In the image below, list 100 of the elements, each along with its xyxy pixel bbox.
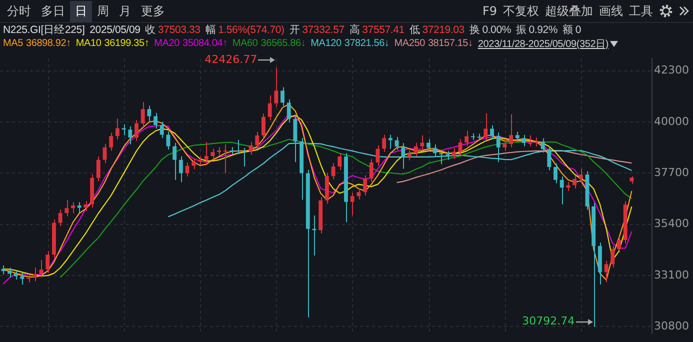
candlestick [140, 101, 145, 128]
candlestick [293, 115, 298, 163]
candlestick [439, 149, 444, 165]
candlestick [204, 142, 208, 164]
candlestick [331, 162, 336, 180]
candlestick [166, 130, 170, 150]
candlestick [160, 121, 164, 139]
text: 周 [96, 2, 110, 20]
candlestick [115, 118, 120, 140]
candlestick [464, 130, 469, 146]
candlestick [223, 144, 228, 174]
text: MA60 36565.86↓ [232, 38, 306, 49]
y-tick-label: 40000 [654, 114, 689, 128]
candlestick [547, 145, 552, 171]
text: 多日 [40, 2, 66, 20]
text: 月 [118, 2, 132, 20]
y-tick-label: 37700 [654, 166, 689, 180]
candlestick [502, 140, 507, 152]
text: 收 [145, 22, 156, 36]
text: 幅 [205, 22, 216, 36]
text: 开 [289, 22, 300, 36]
candlestick [122, 124, 126, 136]
text: MA20 35084.04↑ [154, 38, 228, 49]
candlestick [604, 260, 608, 283]
candlestick [388, 134, 392, 150]
candlestick [210, 148, 215, 160]
candlestick [369, 158, 374, 182]
candlestick [338, 152, 342, 170]
text: 更多 [140, 2, 166, 20]
text: 超级叠加 [545, 2, 593, 20]
candlestick [554, 163, 558, 184]
annotation: 30792.74 [522, 314, 575, 328]
candlestick [20, 272, 24, 285]
text: 37503.33 [158, 24, 200, 36]
candlestick [560, 176, 564, 205]
candlestick [77, 202, 82, 214]
candlestick [356, 188, 361, 200]
candlestick [572, 175, 577, 190]
candlestick [528, 134, 532, 147]
candlestick [420, 134, 424, 150]
candlestick [274, 68, 278, 108]
candlestick [71, 202, 75, 214]
text: 0.00% [482, 24, 511, 36]
text: 高 [349, 22, 360, 36]
y-tick-label: 30800 [654, 320, 689, 333]
text: 低 [409, 22, 420, 36]
candlestick [8, 267, 12, 278]
text: 2023/11/28-2025/05/09(352日) [478, 38, 608, 50]
candlestick [64, 199, 69, 217]
candlestick [408, 149, 412, 161]
candlestick [96, 156, 100, 182]
candlestick [185, 162, 190, 178]
candlestick [566, 181, 570, 192]
candlestick [540, 138, 545, 153]
candlestick [46, 250, 50, 274]
text: MA250 38157.15↓ [394, 38, 473, 49]
candlestick [109, 132, 114, 152]
candlestick [172, 142, 177, 180]
candlestick [178, 156, 183, 183]
candlestick [286, 98, 291, 123]
candlestick [610, 245, 615, 268]
text: 37219.03 [422, 24, 464, 36]
candlestick [134, 120, 138, 142]
candlestick [509, 114, 514, 148]
candlestick [32, 267, 37, 282]
candlestick [255, 132, 260, 150]
candlestick [236, 139, 240, 155]
candlestick [84, 200, 88, 212]
candlestick [268, 94, 272, 121]
y-tick-label: 42300 [654, 64, 689, 77]
text: 2025/05/09 [90, 24, 140, 36]
candlestick [39, 259, 44, 278]
text: 37332.57 [302, 24, 344, 36]
candlestick [484, 112, 488, 141]
candlestick [350, 192, 354, 216]
candlestick [401, 142, 406, 170]
candlestick [490, 124, 494, 140]
candlestick [58, 209, 62, 227]
candlestick [262, 113, 266, 140]
candlestick [426, 138, 430, 152]
candlestick [394, 136, 399, 150]
text: 0.92% [528, 24, 558, 36]
text: MA5 36898.92↑ [3, 38, 71, 49]
text: 画线 [599, 2, 623, 20]
text: 分时 [6, 2, 32, 20]
candlestick [452, 148, 456, 160]
y-tick-label: 33100 [654, 268, 689, 282]
candlestick [363, 174, 368, 196]
text: 0 [575, 24, 582, 36]
candlestick [242, 148, 246, 168]
candlestick [432, 144, 437, 158]
candlestick [154, 112, 158, 129]
text: 振 [516, 22, 527, 36]
chart-title: N225.GI[日经225] [3, 22, 85, 36]
candlestick [128, 126, 132, 145]
text: 不复权 [503, 2, 539, 20]
candlestick [496, 132, 500, 163]
text: MA120 37821.56↓ [310, 38, 390, 49]
y-tick-label: 35400 [654, 217, 689, 230]
text: 1.56%(574.70) [218, 24, 284, 36]
